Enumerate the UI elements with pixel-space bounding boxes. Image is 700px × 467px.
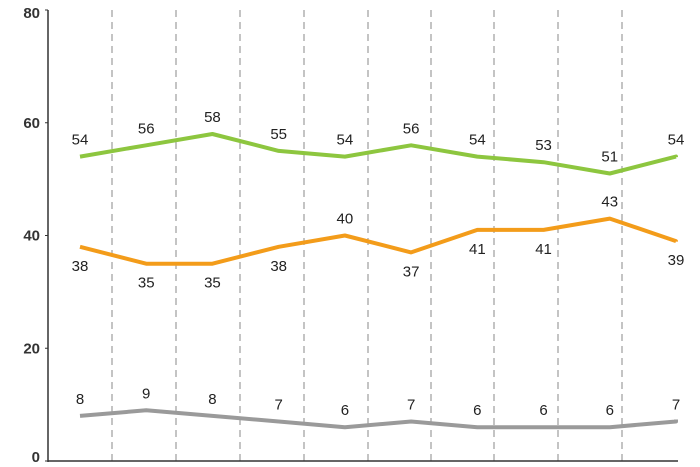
data-label: 38 — [72, 258, 89, 275]
data-label: 7 — [672, 397, 680, 414]
series-line-2 — [79, 216, 678, 266]
data-label: 43 — [601, 194, 618, 211]
grid-lines — [111, 10, 623, 461]
data-label: 54 — [668, 132, 685, 149]
y-tick-label: 0 — [32, 449, 40, 466]
data-label: 38 — [270, 258, 287, 275]
data-label: 41 — [535, 241, 552, 258]
y-tick-label: 80 — [23, 5, 40, 22]
data-label: 6 — [341, 402, 349, 419]
y-tick-label: 40 — [23, 228, 40, 245]
data-label: 56 — [403, 120, 420, 137]
data-label: 6 — [473, 402, 481, 419]
y-tick-label: 60 — [23, 115, 40, 132]
data-label: 35 — [138, 275, 155, 292]
data-label: 35 — [204, 275, 221, 292]
data-label: 51 — [601, 148, 618, 165]
series-line-3 — [79, 408, 678, 430]
data-label: 9 — [142, 385, 150, 402]
axes: 0 20 40 60 80 — [23, 5, 678, 466]
data-label: 8 — [76, 391, 84, 408]
data-label: 54 — [469, 132, 486, 149]
data-label: 40 — [337, 211, 354, 228]
data-label: 55 — [270, 126, 287, 143]
data-label: 54 — [72, 132, 89, 149]
data-label: 58 — [204, 109, 221, 126]
data-label: 41 — [469, 241, 486, 258]
data-label: 8 — [208, 391, 216, 408]
data-label: 7 — [407, 397, 415, 414]
series-lines — [79, 132, 678, 430]
data-label: 6 — [539, 402, 547, 419]
data-label: 6 — [606, 402, 614, 419]
data-label: 7 — [274, 397, 282, 414]
data-label: 37 — [403, 263, 420, 280]
data-labels: 54 56 58 55 54 56 54 53 51 54 38 35 35 38 40 37 41 41 43 39… — [72, 109, 685, 419]
data-label: 53 — [535, 137, 552, 154]
data-label: 56 — [138, 120, 155, 137]
data-label: 39 — [668, 252, 685, 269]
series-line-1 — [79, 132, 678, 176]
y-tick-label: 20 — [23, 340, 40, 357]
data-label: 54 — [337, 132, 354, 149]
